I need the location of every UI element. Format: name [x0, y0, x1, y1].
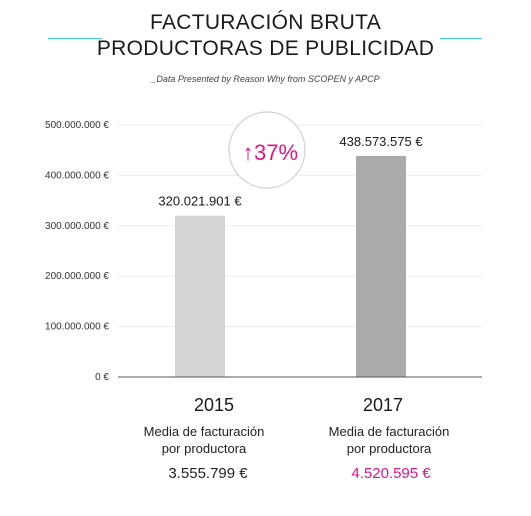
- media-label-2015-line-2: por productora: [161, 441, 247, 456]
- y-axis-tick-label: 400.000.000 €: [45, 170, 109, 181]
- media-label-2017-line-1: Media de facturación: [328, 424, 450, 439]
- chart-title-line-2: PRODUCTORAS DE PUBLICIDAD: [96, 37, 435, 60]
- media-value-2017: 4.520.595 €: [351, 465, 431, 482]
- media-value-2015: 3.555.799 €: [168, 465, 248, 482]
- title-accent-line-right: [440, 38, 482, 39]
- bar-value-labels: 320.021.901 € 438.573.575 €: [158, 134, 423, 209]
- x-axis-label-2017: 2017: [362, 395, 404, 415]
- bar-value-label-2017: 438.573.575 €: [339, 134, 423, 149]
- media-label-2017: Media de facturación por productora: [299, 423, 479, 457]
- growth-arrow-icon: ↑: [243, 140, 254, 165]
- chart-subtitle: _Data Presented by Reason Why from SCOPE…: [151, 74, 380, 84]
- growth-badge-circle: [228, 111, 306, 189]
- bar-2017: [356, 155, 406, 377]
- y-axis-tick-label: 200.000.000 €: [45, 271, 109, 282]
- media-label-2015-line-1: Media de facturación: [143, 424, 265, 439]
- media-label-2017-line-2: por productora: [346, 441, 432, 456]
- bars: [175, 155, 406, 377]
- y-axis-tick-labels: 0 € 100.000.000 € 200.000.000 € 300.000.000…: [45, 120, 109, 383]
- growth-percentage: 37%: [254, 140, 298, 165]
- growth-badge: ↑ 37%: [228, 111, 306, 189]
- x-axis-label-2015: 2015: [193, 395, 235, 415]
- bar-value-label-2015: 320.021.901 €: [158, 194, 242, 209]
- bar-2015: [175, 215, 225, 377]
- y-axis-tick-label: 0 €: [95, 372, 109, 383]
- y-axis-tick-label: 100.000.000 €: [45, 322, 109, 333]
- chart-title-line-1: FACTURACIÓN BRUTA: [149, 11, 382, 34]
- media-label-2015: Media de facturación por productora: [114, 423, 294, 457]
- y-axis-tick-label: 500.000.000 €: [45, 120, 109, 131]
- y-axis-tick-label: 300.000.000 €: [45, 221, 109, 232]
- title-accent-line-left: [48, 38, 102, 39]
